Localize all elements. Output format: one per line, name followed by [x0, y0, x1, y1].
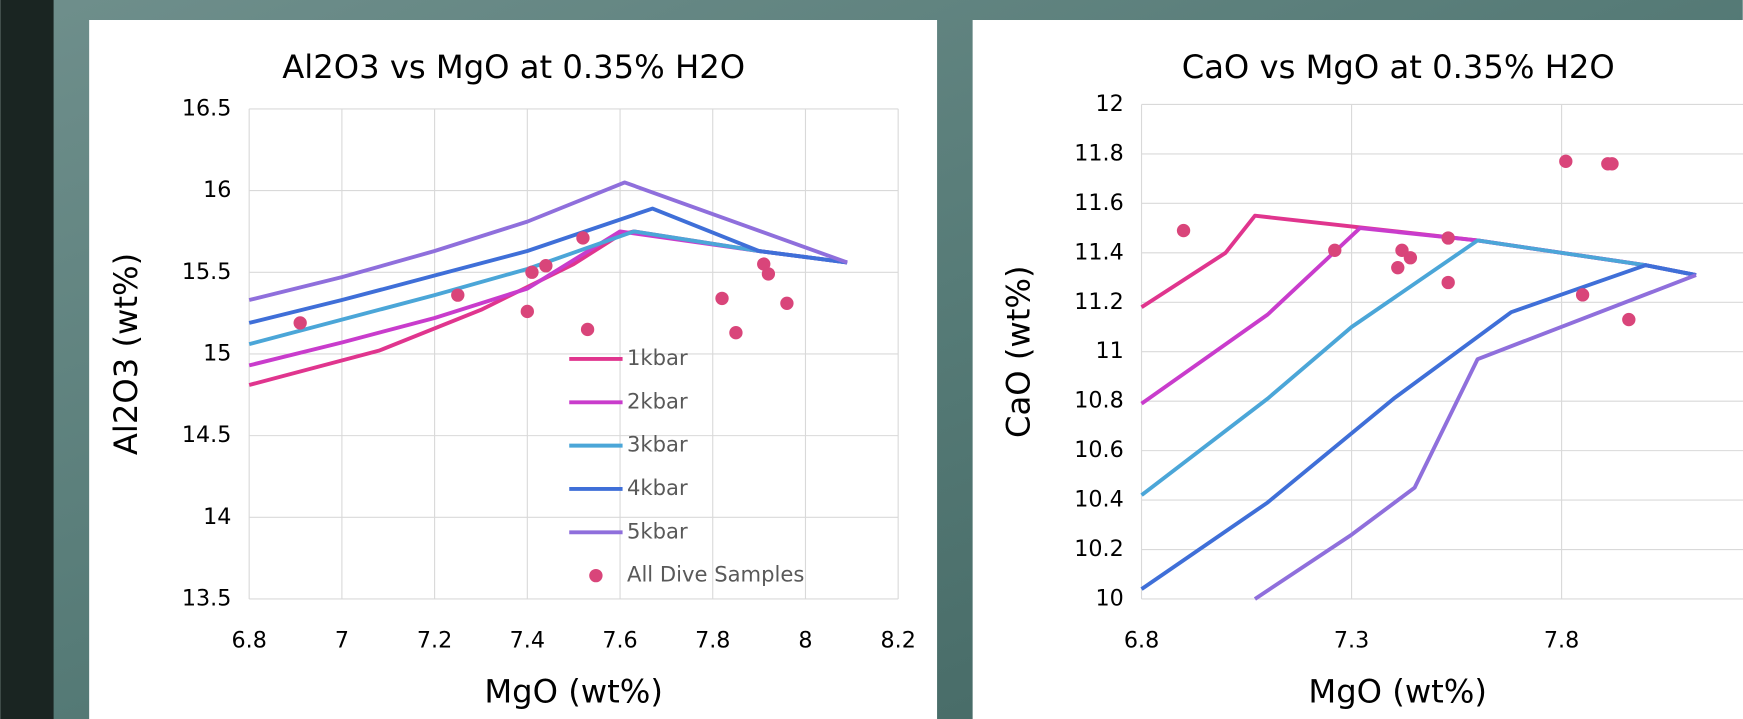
legend-label: 5kbar	[627, 518, 688, 543]
dark-edge	[0, 0, 54, 719]
sample-point	[1328, 243, 1342, 258]
sample-point	[780, 296, 794, 310]
x-tick-label: 6.8	[232, 628, 267, 654]
chart: CaO vs MgO at 0.35% H2O 10 10.2 10.4 10.6 10.…	[999, 48, 1743, 710]
sample-point	[576, 231, 590, 245]
x-tick-label: 8	[798, 628, 812, 654]
sample-point	[1622, 312, 1636, 327]
y-tick-label: 14.5	[182, 422, 231, 448]
sample-point	[1559, 154, 1573, 168]
x-tick-label: 7.4	[510, 628, 545, 654]
y-tick-label: 11.8	[1074, 140, 1123, 166]
y-tick-label: 15	[203, 340, 231, 366]
legend-label: 1kbar	[627, 345, 688, 370]
y-tick-label: 11.2	[1074, 289, 1123, 315]
legend-label: 3kbar	[627, 432, 688, 457]
y-tick-label: 11	[1095, 338, 1123, 364]
sample-point	[525, 265, 539, 279]
sample-point	[293, 316, 307, 330]
chart: Al2O3 vs MgO at 0.35% H2O 13.5 14 14.5 15 15.…	[107, 48, 916, 711]
y-tick-label: 16.5	[182, 95, 231, 121]
chart-panel	[972, 20, 1743, 719]
sample-point	[761, 267, 776, 281]
chart-title: CaO vs MgO at 0.35% H2O	[1182, 48, 1615, 86]
series-line	[1140, 263, 1697, 591]
y-axis-title: Al2O3 (wt%)	[107, 253, 145, 455]
legend-marker	[589, 568, 603, 583]
x-tick-label: 6.8	[1124, 628, 1159, 654]
sample-point	[1441, 275, 1455, 290]
chart-title: Al2O3 vs MgO at 0.35% H2O	[282, 48, 745, 86]
sample-point	[715, 291, 729, 306]
legend-label: All Dive Samples	[627, 562, 804, 587]
legend-label: 4kbar	[627, 475, 688, 500]
y-axis-title: CaO (wt%)	[999, 265, 1037, 438]
y-tick-label: 10.6	[1074, 437, 1123, 463]
y-tick-label: 10.4	[1074, 487, 1123, 513]
y-tick-label: 10	[1095, 585, 1123, 611]
sample-point	[1403, 251, 1418, 265]
x-tick-label: 7	[335, 628, 349, 654]
sample-point	[1605, 157, 1619, 171]
y-tick-label: 16	[203, 177, 231, 203]
sample-point	[1441, 231, 1455, 245]
sample-point	[729, 326, 743, 340]
x-tick-label: 7.6	[602, 628, 637, 654]
series-line	[248, 180, 848, 302]
sample-point	[451, 288, 465, 302]
x-axis-title: MgO (wt%)	[484, 672, 663, 710]
y-tick-label: 13.5	[182, 585, 231, 611]
sample-point	[1391, 260, 1405, 275]
y-tick-label: 14	[203, 504, 231, 530]
x-tick-label: 7.2	[417, 628, 452, 654]
x-tick-label: 7.8	[695, 628, 730, 654]
y-tick-label: 10.2	[1074, 536, 1123, 562]
sample-point	[1575, 288, 1590, 302]
y-tick-label: 10.8	[1074, 388, 1123, 414]
sample-point	[1176, 223, 1191, 238]
sample-point	[580, 322, 595, 337]
x-tick-label: 7.8	[1544, 628, 1579, 654]
y-tick-label: 12	[1095, 91, 1123, 117]
x-tick-label: 7.3	[1334, 628, 1369, 654]
chart-panel	[89, 20, 938, 719]
x-tick-label: 8.2	[880, 628, 915, 654]
y-tick-label: 15.5	[182, 259, 231, 285]
series-line	[1253, 273, 1697, 601]
y-tick-label: 11.4	[1074, 239, 1123, 265]
sample-point	[520, 304, 534, 319]
series-line	[248, 206, 848, 325]
sample-point	[539, 259, 553, 273]
legend-label: 2kbar	[627, 388, 688, 413]
y-tick-label: 11.6	[1074, 190, 1123, 216]
x-axis-title: MgO (wt%)	[1308, 672, 1487, 710]
